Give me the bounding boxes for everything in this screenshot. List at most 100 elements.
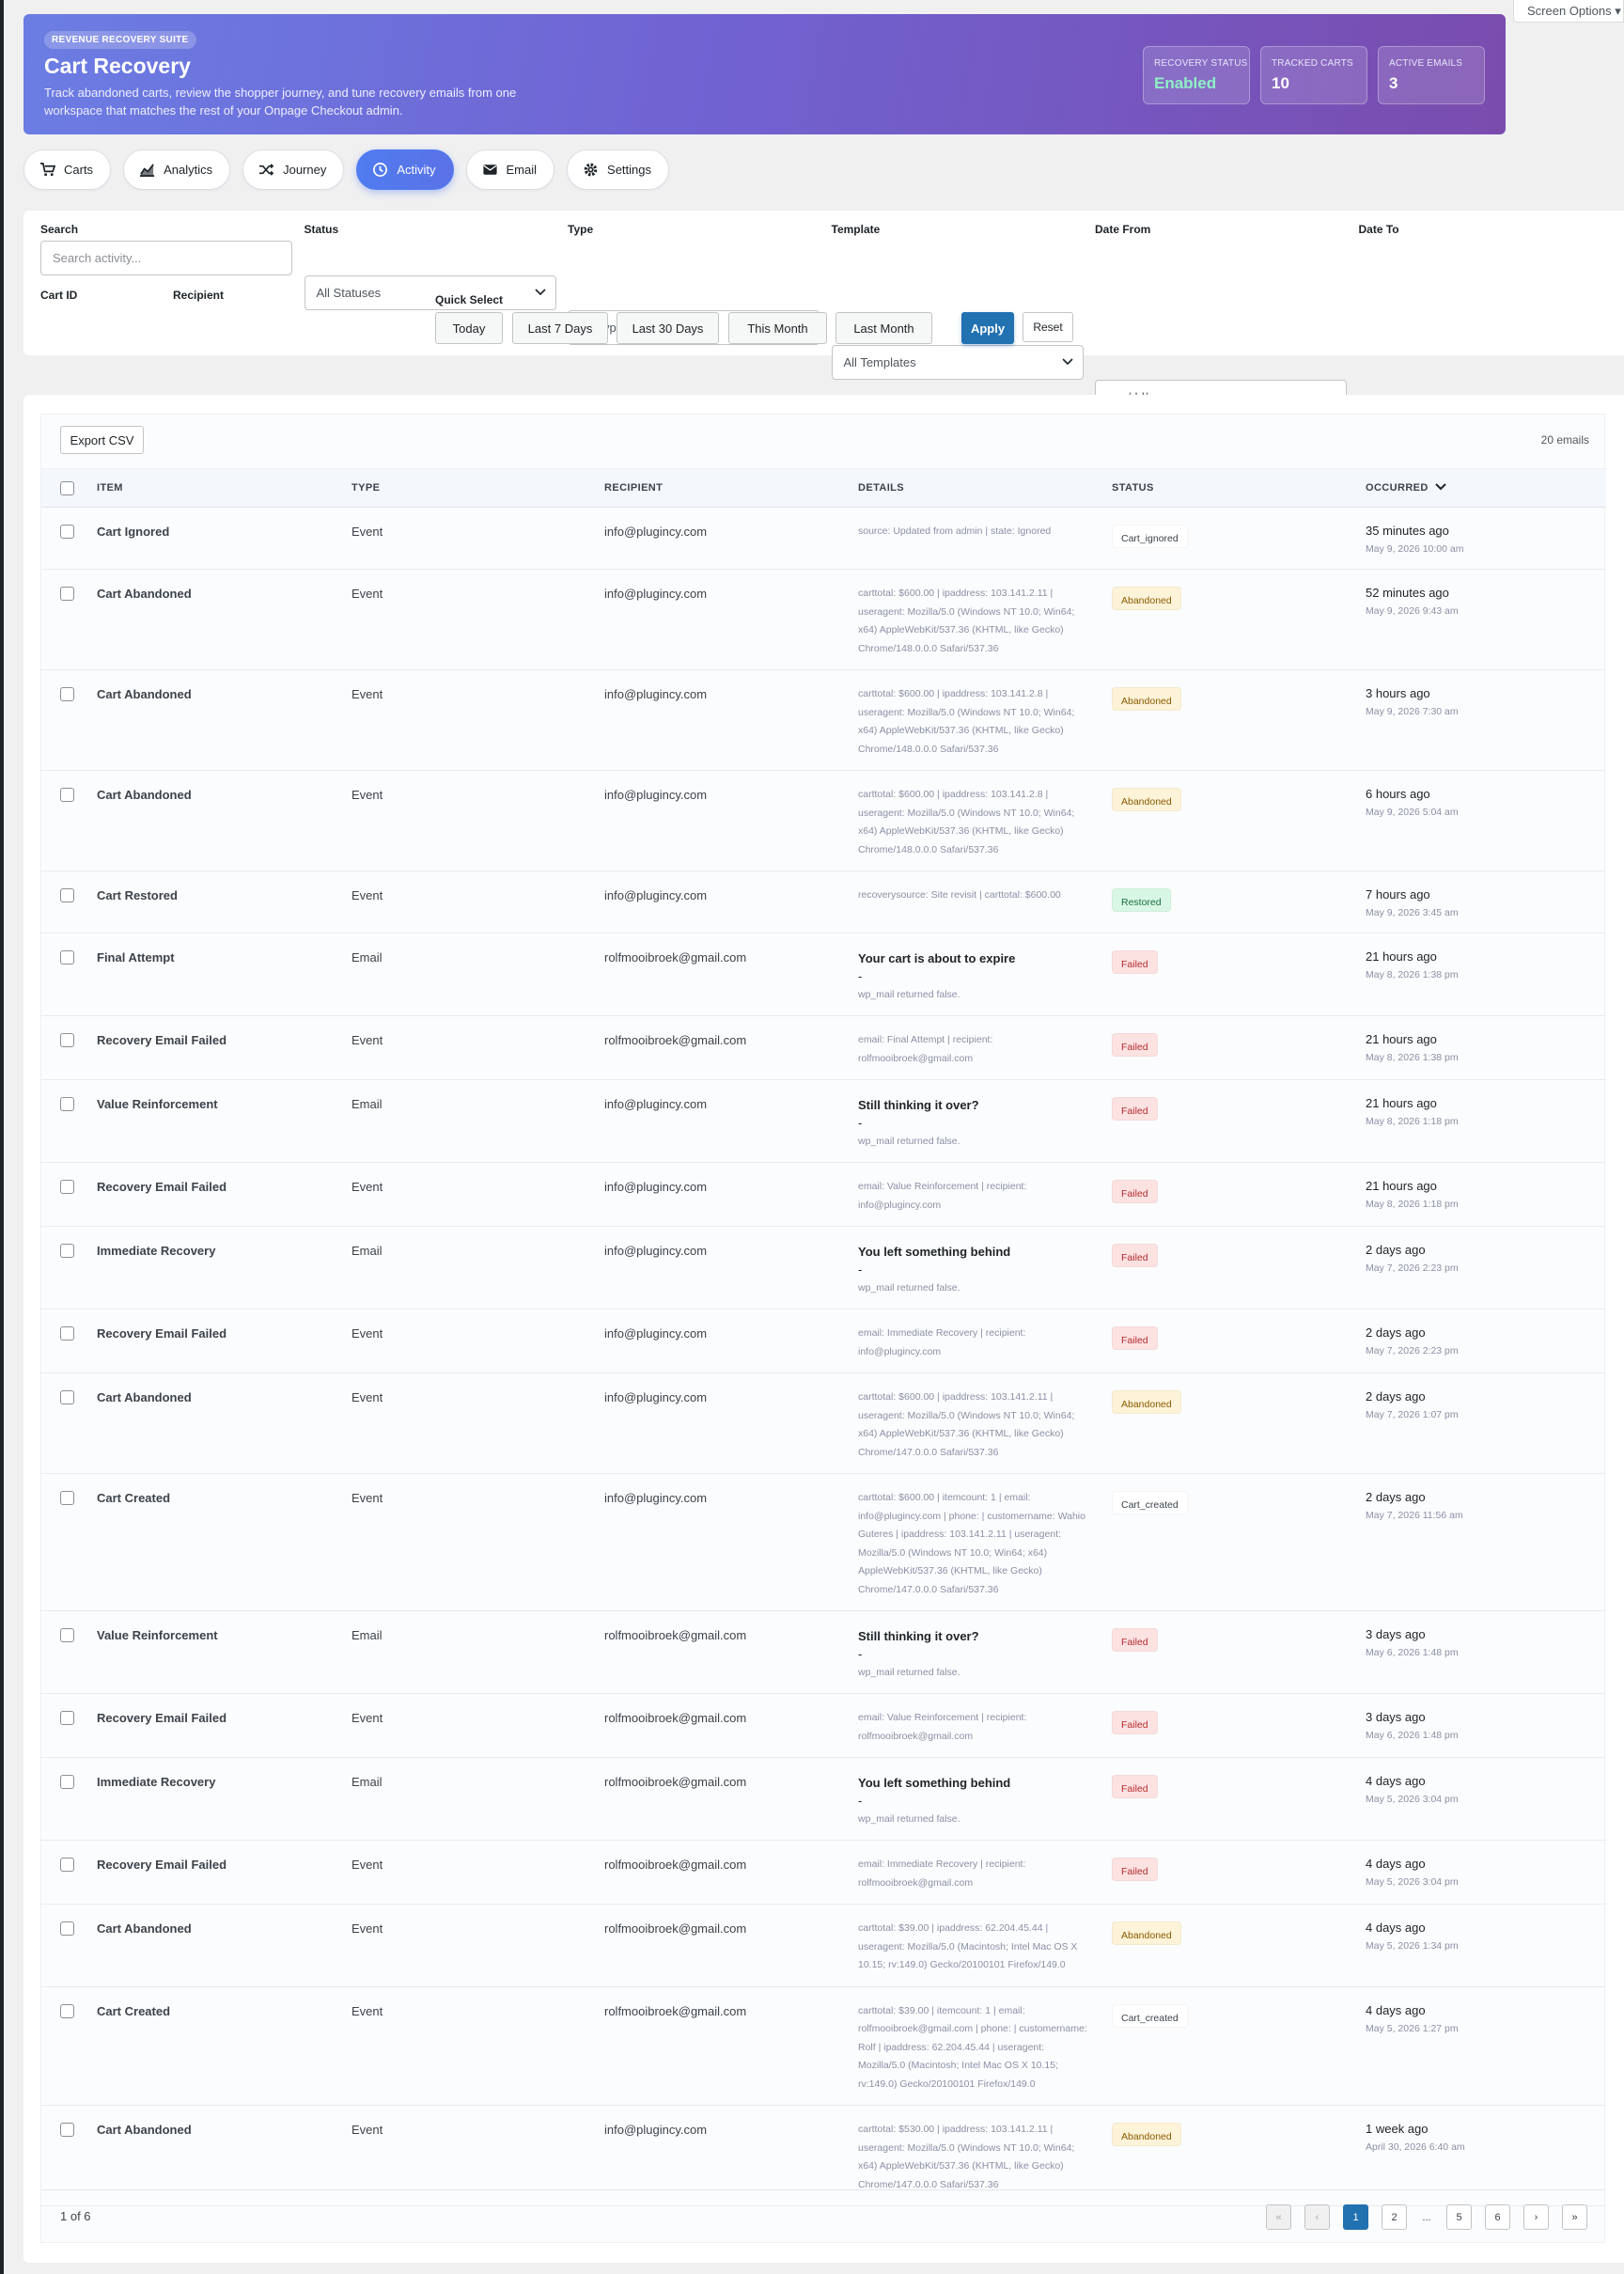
row-checkbox[interactable]: [60, 1628, 74, 1642]
recipient-cell: rolfmooibroek@gmail.com: [604, 933, 858, 1016]
status-badge: Abandoned: [1112, 1921, 1181, 1945]
page-button[interactable]: 5: [1446, 2204, 1472, 2230]
select-input[interactable]: All Templates: [831, 345, 1084, 380]
tab-bar: Carts Analytics Journey Activity Email Settin…: [23, 149, 670, 190]
item-cell: Recovery Email Failed: [97, 1309, 351, 1373]
row-checkbox[interactable]: [60, 1390, 74, 1404]
row-checkbox[interactable]: [60, 587, 74, 601]
occurred-cell: 21 hours ago May 8, 2026 1:18 pm: [1366, 1162, 1606, 1227]
column-label: RECIPIENT: [604, 482, 664, 494]
activity-row: Cart Created Event info@plugincy.com cartto…: [41, 1473, 1606, 1611]
status-cell: Failed: [1112, 1015, 1366, 1080]
type-cell: Event: [351, 669, 604, 771]
item-cell: Recovery Email Failed: [97, 1840, 351, 1905]
timestamp: May 8, 2026 1:18 pm: [1366, 1199, 1459, 1210]
row-checkbox[interactable]: [60, 2123, 74, 2137]
quick-select-button[interactable]: Last 7 Days: [512, 312, 608, 344]
type-cell: Email: [351, 1757, 604, 1841]
row-checkbox[interactable]: [60, 1921, 74, 1936]
quick-select-button[interactable]: Last 30 Days: [617, 312, 719, 344]
timestamp: May 7, 2026 1:07 pm: [1366, 1409, 1459, 1420]
checkbox-cell: [41, 1693, 97, 1758]
occurred-cell: 52 minutes ago May 9, 2026 9:43 am: [1366, 569, 1606, 670]
suite-badge: REVENUE RECOVERY SUITE: [44, 31, 196, 49]
occurred-cell: 6 hours ago May 9, 2026 5:04 am: [1366, 770, 1606, 871]
select-all-checkbox[interactable]: [60, 481, 74, 495]
row-checkbox[interactable]: [60, 1326, 74, 1341]
text-input[interactable]: Search activity...: [40, 241, 292, 275]
occurred-cell: 3 days ago May 6, 2026 1:48 pm: [1366, 1610, 1606, 1694]
item-cell: Final Attempt: [97, 933, 351, 1016]
timestamp: May 8, 2026 1:38 pm: [1366, 1052, 1459, 1063]
input-text: All Statuses: [316, 286, 382, 300]
activity-row: Final Attempt Email rolfmooibroek@gmail.co…: [41, 933, 1606, 1016]
row-checkbox[interactable]: [60, 788, 74, 802]
occurred-cell: 4 days ago May 5, 2026 3:04 pm: [1366, 1840, 1606, 1905]
row-checkbox[interactable]: [60, 2003, 74, 2018]
type-cell: Email: [351, 1226, 604, 1310]
status-badge: Failed: [1112, 1097, 1158, 1121]
reset-button[interactable]: Reset: [1023, 312, 1073, 342]
page-button: ‹: [1304, 2204, 1330, 2230]
page-button[interactable]: 1: [1343, 2204, 1368, 2230]
tab[interactable]: Activity: [356, 149, 454, 190]
activity-row: Recovery Email Failed Event rolfmooibroek@…: [41, 1015, 1606, 1080]
quick-select-button[interactable]: This Month: [728, 312, 827, 344]
tab[interactable]: Settings: [567, 149, 670, 190]
occurred-cell: 4 days ago May 5, 2026 3:04 pm: [1366, 1757, 1606, 1841]
type-cell: Event: [351, 1162, 604, 1227]
item-cell: Recovery Email Failed: [97, 1015, 351, 1080]
page-button[interactable]: ...: [1422, 2211, 1431, 2223]
details-text: carttotal: $600.00 | ipaddress: 103.141.…: [858, 1391, 1075, 1458]
page-button[interactable]: »: [1562, 2204, 1587, 2230]
row-checkbox[interactable]: [60, 1711, 74, 1725]
row-checkbox[interactable]: [60, 1775, 74, 1789]
quick-select-button[interactable]: Last Month: [835, 312, 932, 344]
row-checkbox[interactable]: [60, 950, 74, 964]
row-checkbox[interactable]: [60, 687, 74, 701]
tab[interactable]: Carts: [23, 149, 112, 190]
checkbox-cell: [41, 1986, 97, 2106]
status-badge: Failed: [1112, 1858, 1158, 1881]
checkbox-cell: [41, 870, 97, 933]
tab[interactable]: Analytics: [123, 149, 231, 190]
type-cell: Event: [351, 1840, 604, 1905]
page-button[interactable]: 6: [1485, 2204, 1510, 2230]
activity-row: Immediate Recovery Email rolfmooibroek@gma…: [41, 1757, 1606, 1841]
relative-time: 3 days ago: [1366, 1627, 1426, 1641]
row-checkbox[interactable]: [60, 888, 74, 902]
recipient-cell: info@plugincy.com: [604, 1473, 858, 1611]
row-checkbox[interactable]: [60, 1858, 74, 1872]
select-input[interactable]: All Statuses: [304, 275, 556, 310]
item-cell: Cart Abandoned: [97, 1904, 351, 1987]
row-checkbox[interactable]: [60, 1180, 74, 1194]
status-badge: Cart_created: [1112, 1491, 1188, 1514]
page-button[interactable]: 2: [1382, 2204, 1407, 2230]
checkbox-cell: [41, 1079, 97, 1163]
activity-card: Export CSV 20 emails ITEM TYPE RECIPIENT DE…: [23, 395, 1624, 2263]
activity-row: Recovery Email Failed Event rolfmooibroek@…: [41, 1693, 1606, 1758]
item-cell: Immediate Recovery: [97, 1226, 351, 1310]
export-csv-button[interactable]: Export CSV: [60, 426, 144, 454]
page-button[interactable]: ›: [1523, 2204, 1549, 2230]
header-row: ITEM TYPE RECIPIENT DETAILS STATUS OCCURRED: [41, 468, 1606, 508]
apply-button[interactable]: Apply: [961, 312, 1014, 344]
row-checkbox[interactable]: [60, 525, 74, 539]
sort-icon[interactable]: [1435, 483, 1446, 491]
activity-table: ITEM TYPE RECIPIENT DETAILS STATUS OCCURRED C…: [41, 468, 1606, 2206]
quick-select-button[interactable]: Today: [435, 312, 503, 344]
type-cell: Email: [351, 933, 604, 1016]
status-badge: Failed: [1112, 1326, 1158, 1350]
row-checkbox[interactable]: [60, 1244, 74, 1258]
details-cell: You left something behind - wp_mail return…: [858, 1226, 1112, 1310]
recipient-cell: info@plugincy.com: [604, 669, 858, 771]
screen-options-button[interactable]: Screen Options ▾: [1513, 0, 1624, 23]
tab[interactable]: Email: [465, 149, 555, 190]
row-checkbox[interactable]: [60, 1097, 74, 1111]
pagination-bar: 1 of 6 « ‹ 1 2... 5 6 › »: [41, 2189, 1604, 2242]
row-checkbox[interactable]: [60, 1491, 74, 1505]
tab[interactable]: Journey: [242, 149, 345, 190]
row-checkbox[interactable]: [60, 1033, 74, 1047]
pagination: « ‹ 1 2... 5 6 › »: [1266, 2204, 1587, 2230]
